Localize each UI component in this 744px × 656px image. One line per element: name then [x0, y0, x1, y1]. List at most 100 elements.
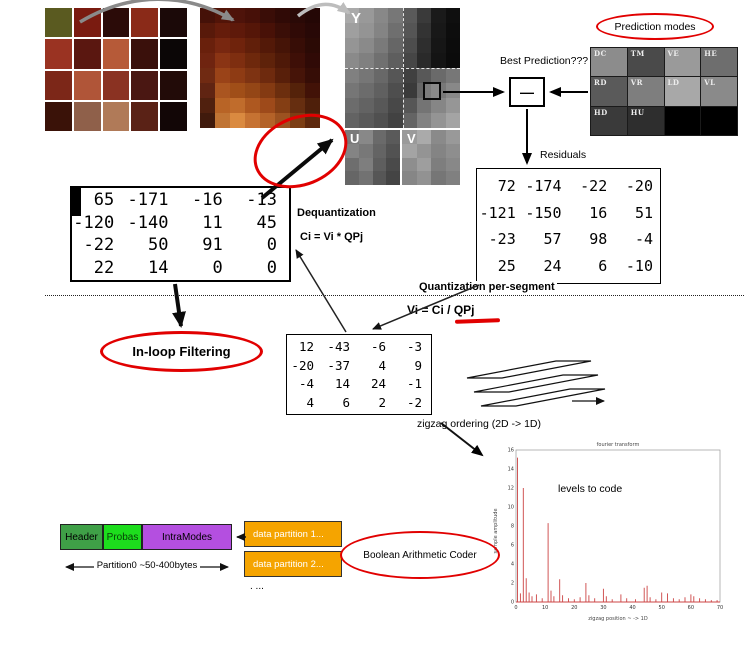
residuals-label: Residuals: [540, 149, 587, 161]
matrix-row: 4 6 2 -2: [287, 395, 431, 410]
matrix-cell: -4: [298, 376, 314, 392]
pixel-cell: [260, 53, 275, 68]
pixel-cell: [160, 101, 187, 131]
y-tick-label: 4: [511, 562, 514, 568]
pixel-cell: [260, 8, 275, 23]
subtract-box: —: [509, 77, 545, 107]
pixel-cell: [305, 53, 320, 68]
pixel-cell: [305, 113, 320, 128]
pixel-cell: [372, 157, 387, 172]
pixel-cell: [275, 8, 290, 23]
matrix-cell: 14: [148, 257, 169, 278]
matrix-cell: 11: [202, 212, 223, 233]
pixel-cell: [275, 23, 290, 38]
matrix-cell: -1: [406, 376, 422, 392]
matrix-cell: -2: [406, 395, 422, 411]
pixel-cell: [373, 83, 389, 98]
prediction-modes-grid: DC TM VE HE RD VR LD VL HD HU: [590, 47, 738, 136]
pixel-cell: [305, 38, 320, 53]
matrix-cell: -22: [580, 177, 608, 196]
prediction-mode-cell: VL: [701, 77, 737, 106]
qp-red-underline: [454, 318, 501, 324]
pixel-cell: [215, 98, 230, 113]
prediction-mode-label: HU: [630, 107, 645, 117]
x-tick-label: 40: [629, 605, 635, 611]
matrix-cell: -3: [406, 338, 422, 354]
pixel-cell: [131, 70, 159, 100]
matrix-cell: 9: [414, 357, 422, 373]
pixel-cell: [359, 68, 374, 83]
pixel-cell: [215, 38, 230, 53]
prediction-mode-cell: HU: [627, 106, 664, 135]
pixel-cell: [345, 130, 359, 144]
pixel-cell: [402, 68, 417, 83]
prediction-mode-cell: [664, 106, 701, 135]
pixel-cell: [131, 8, 159, 38]
prediction-mode-cell: HD: [591, 106, 627, 135]
pixel-cell: [358, 157, 373, 172]
prediction-mode-label: HE: [704, 49, 718, 58]
matrix-row: -22 50 91 0: [72, 235, 289, 255]
probas-block-label: Probas: [106, 531, 139, 543]
pixel-cell: [345, 143, 359, 158]
v-plane: V: [402, 130, 460, 185]
pixel-cell: [215, 8, 230, 23]
pixel-cell: [388, 53, 403, 68]
header-block: Header: [60, 524, 103, 550]
pixel-cell: [275, 53, 290, 68]
pixel-cell: [73, 70, 101, 100]
matrix-cell: 12: [298, 338, 314, 354]
matrix-cell: 16: [589, 203, 608, 222]
prediction-mode-label: VL: [704, 78, 716, 88]
pixel-cell: [402, 53, 417, 68]
y-plane-label: Y: [351, 10, 362, 27]
pixel-cell: [386, 130, 400, 144]
pixel-cell: [358, 143, 373, 158]
quantized-matrix: 12 -43 -6 -3 -20 -37 4 9 -4 14 24 -1 4 6 2 -2: [286, 334, 432, 415]
pixel-cell: [230, 113, 245, 128]
y-tick-label: 6: [511, 543, 514, 549]
pixel-cell: [275, 68, 290, 83]
pixel-cell: [431, 83, 446, 98]
pixel-cell: [386, 157, 400, 172]
pixel-cell: [245, 38, 260, 53]
pixel-cell: [372, 171, 387, 185]
x-tick-label: 0: [514, 605, 517, 611]
pixel-cell: [416, 53, 432, 68]
y-tick-label: 8: [511, 524, 514, 530]
best-prediction-label: Best Prediction???: [500, 55, 589, 67]
pixel-cell: [230, 38, 245, 53]
u-plane-label: U: [350, 131, 360, 146]
pixel-cell: [386, 143, 400, 158]
matrix-cell: 2: [378, 395, 386, 411]
pixel-cell: [290, 38, 305, 53]
pixel-cell: [416, 171, 431, 185]
pixel-cell: [372, 130, 387, 144]
prediction-mode-cell: VE: [664, 48, 701, 77]
pixel-cell: [373, 23, 389, 38]
pixel-cell: [260, 68, 275, 83]
pixel-cell: [345, 38, 360, 53]
prediction-mode-label: VR: [630, 78, 643, 88]
formula-qp: QPj: [453, 303, 475, 317]
data-partition-2-label: data partition 2...: [253, 558, 324, 570]
pixel-cell: [230, 23, 245, 38]
pixel-cell: [260, 38, 275, 53]
zigzag-stripe: [473, 374, 599, 393]
pixel-cell: [402, 98, 417, 113]
pixel-cell: [388, 38, 403, 53]
x-tick-label: 70: [717, 605, 723, 611]
x-tick-label: 20: [571, 605, 577, 611]
prediction-mode-cell: RD: [591, 77, 627, 106]
matrix-cell: 0: [212, 257, 223, 278]
pixel-cell: [200, 23, 215, 38]
prediction-mode-label: TM: [630, 49, 645, 58]
pixel-cell: [215, 23, 230, 38]
pixel-cell: [215, 68, 230, 83]
matrix-cell: 14: [334, 376, 350, 392]
pixel-cell: [402, 38, 417, 53]
matrix-cell: 91: [202, 235, 223, 256]
pixel-cell: [445, 171, 460, 185]
pixel-cell: [373, 98, 389, 113]
pixel-cell: [260, 23, 275, 38]
